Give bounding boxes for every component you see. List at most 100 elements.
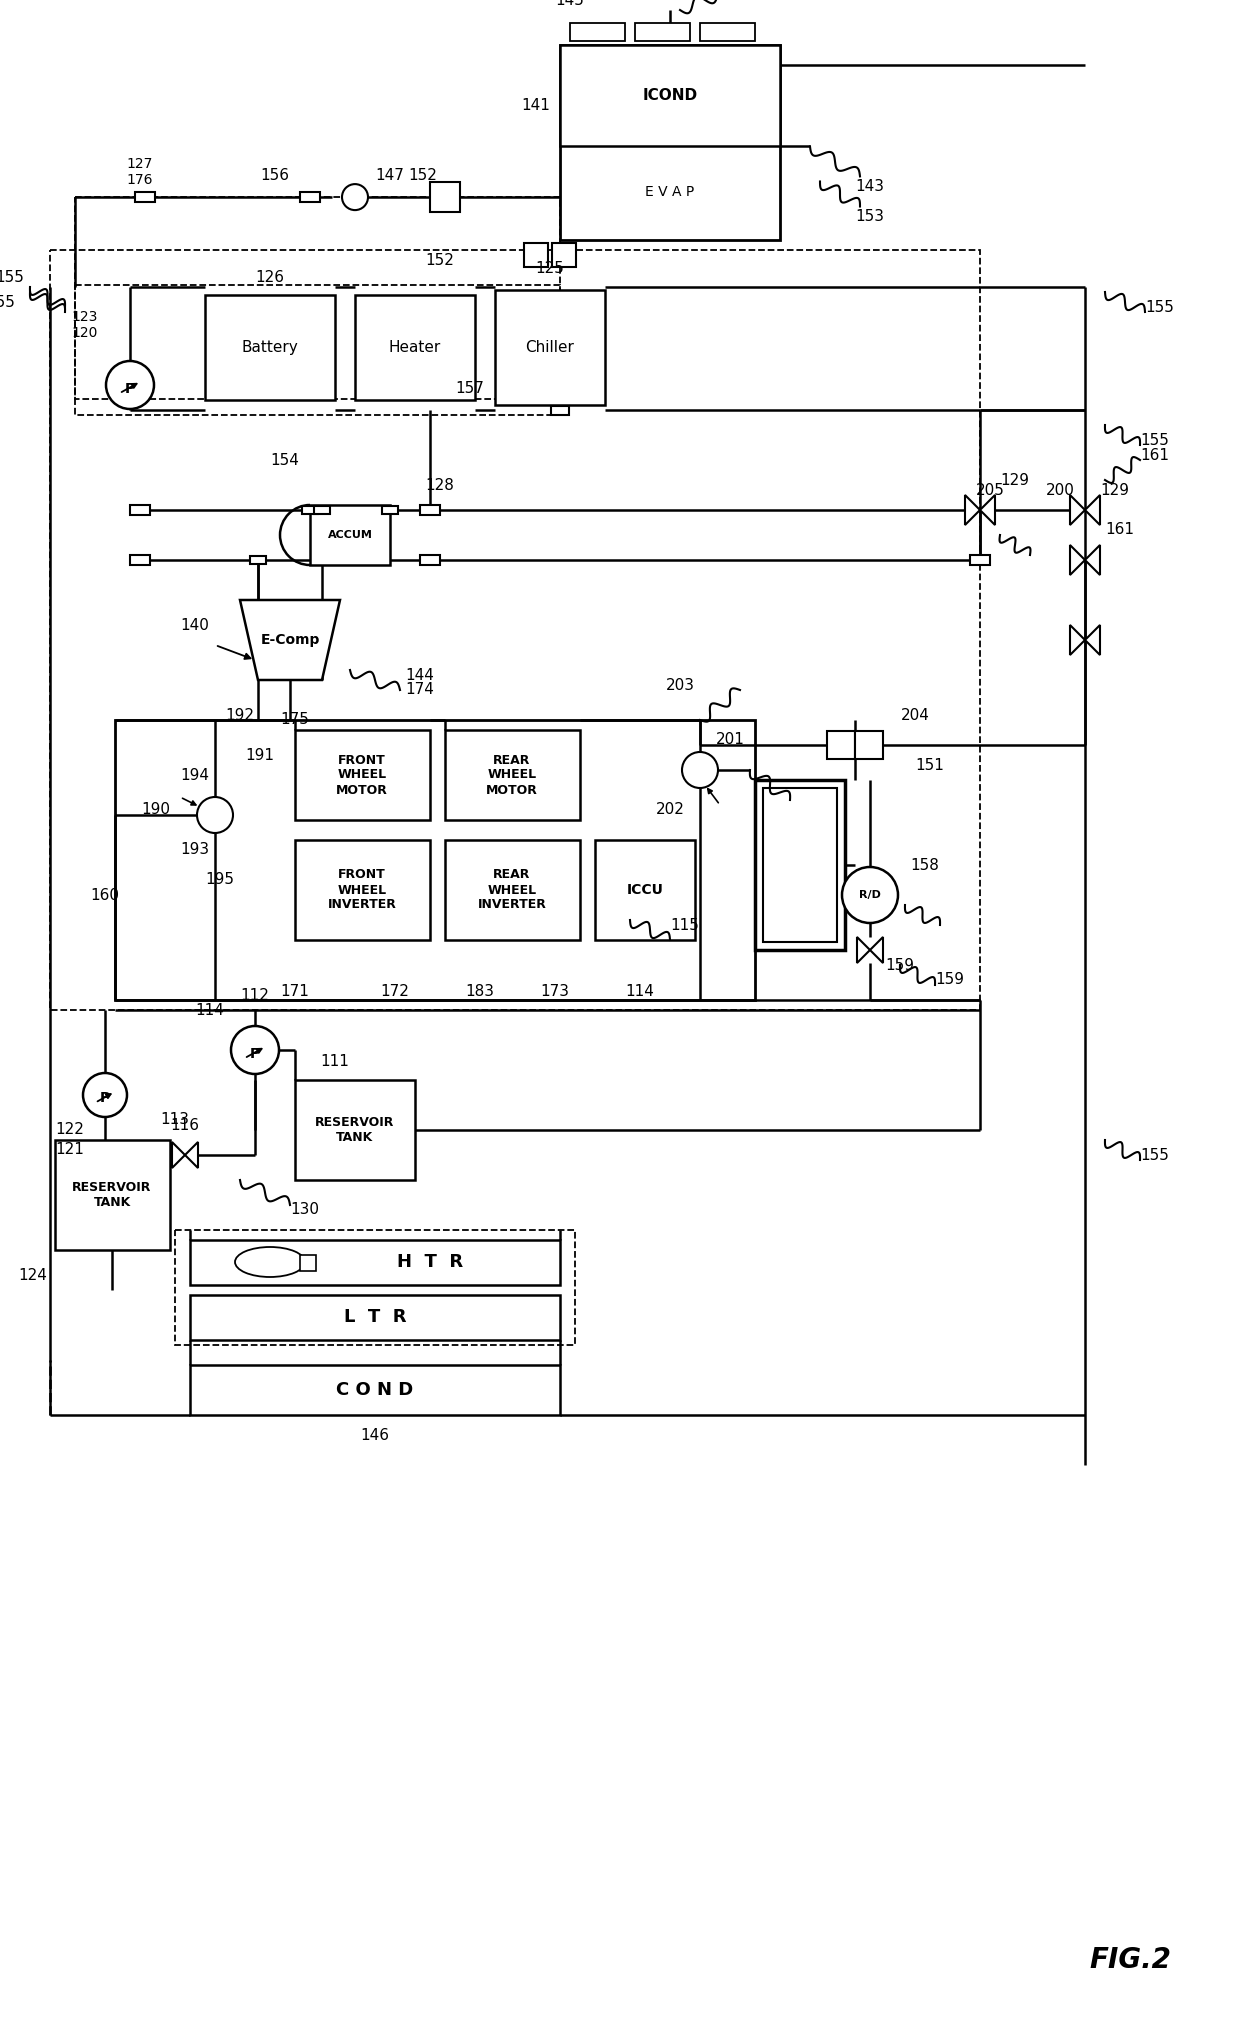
Text: E V A P: E V A P — [645, 185, 694, 199]
Text: 157: 157 — [455, 380, 485, 396]
Text: 123
120: 123 120 — [72, 311, 98, 341]
Circle shape — [342, 185, 368, 209]
Text: 203: 203 — [666, 678, 694, 692]
Text: 175: 175 — [280, 713, 310, 727]
Text: 122: 122 — [56, 1123, 84, 1137]
Bar — [303, 505, 317, 514]
Polygon shape — [1070, 625, 1085, 656]
Text: 145: 145 — [556, 0, 584, 8]
Text: 154: 154 — [270, 453, 299, 467]
Text: 195: 195 — [206, 873, 234, 887]
Text: 146: 146 — [361, 1427, 389, 1443]
Text: FRONT
WHEEL
MOTOR: FRONT WHEEL MOTOR — [336, 753, 388, 796]
Text: 147: 147 — [376, 168, 404, 183]
Bar — [115, 721, 755, 1001]
Text: 158: 158 — [910, 857, 940, 873]
Bar — [970, 554, 990, 564]
Text: 173: 173 — [541, 985, 569, 999]
Text: 113: 113 — [160, 1112, 190, 1127]
Text: P: P — [125, 382, 135, 396]
Text: 114: 114 — [196, 1003, 224, 1017]
Bar — [445, 840, 580, 940]
Text: E-Comp: E-Comp — [260, 633, 320, 648]
Bar — [430, 183, 460, 211]
Text: 200: 200 — [1045, 483, 1074, 497]
Text: Heater: Heater — [389, 339, 441, 355]
Bar — [295, 731, 430, 820]
Bar — [190, 1295, 560, 1340]
Text: 152: 152 — [425, 252, 454, 268]
Text: 111: 111 — [321, 1054, 350, 1070]
Bar — [827, 731, 856, 759]
Text: 160: 160 — [91, 887, 119, 903]
Polygon shape — [241, 601, 340, 680]
Text: 172: 172 — [381, 985, 409, 999]
Bar — [420, 505, 440, 516]
Text: 191: 191 — [246, 747, 274, 763]
Bar — [74, 284, 560, 414]
Text: RESERVOIR
TANK: RESERVOIR TANK — [72, 1181, 151, 1210]
Polygon shape — [1085, 495, 1100, 526]
Text: 159: 159 — [935, 972, 965, 987]
Text: RESERVOIR
TANK: RESERVOIR TANK — [315, 1116, 394, 1145]
Bar — [763, 788, 837, 942]
Bar — [300, 1255, 316, 1271]
Bar — [314, 505, 330, 514]
Bar — [560, 45, 780, 146]
Polygon shape — [870, 938, 883, 962]
Text: 161: 161 — [1106, 522, 1135, 538]
Polygon shape — [185, 1143, 198, 1167]
Bar — [701, 22, 755, 41]
Bar — [310, 505, 391, 564]
Circle shape — [105, 361, 154, 408]
Text: P: P — [250, 1047, 260, 1060]
Text: 155: 155 — [0, 294, 15, 309]
Text: 130: 130 — [290, 1202, 320, 1218]
Text: 183: 183 — [465, 985, 495, 999]
Text: ICCU: ICCU — [626, 883, 663, 897]
Text: 190: 190 — [141, 802, 170, 818]
Bar — [355, 294, 475, 400]
Bar — [560, 45, 780, 240]
Text: 204: 204 — [900, 708, 930, 723]
Bar — [382, 505, 398, 514]
Text: Battery: Battery — [242, 339, 299, 355]
Bar — [856, 731, 883, 759]
Ellipse shape — [236, 1246, 305, 1277]
Bar — [420, 554, 440, 564]
Text: ACCUM: ACCUM — [327, 530, 372, 540]
Bar — [135, 193, 155, 203]
Text: L  T  R: L T R — [343, 1307, 407, 1326]
Text: 192: 192 — [226, 708, 254, 723]
Text: 202: 202 — [656, 802, 684, 818]
Bar — [551, 406, 569, 414]
Circle shape — [231, 1025, 279, 1074]
Text: C O N D: C O N D — [336, 1380, 414, 1399]
Polygon shape — [857, 938, 870, 962]
Bar — [295, 1080, 415, 1179]
Text: 155: 155 — [1146, 300, 1174, 315]
Text: Chiller: Chiller — [526, 339, 574, 355]
Text: 153: 153 — [856, 209, 884, 223]
Text: 155: 155 — [1141, 1147, 1169, 1163]
Text: 121: 121 — [56, 1143, 84, 1157]
Text: 156: 156 — [260, 168, 289, 183]
Bar — [445, 731, 580, 820]
Text: 141: 141 — [521, 97, 551, 112]
Text: 128: 128 — [425, 477, 454, 493]
Text: 125: 125 — [536, 260, 564, 276]
Bar — [295, 840, 430, 940]
Text: 112: 112 — [241, 987, 269, 1003]
Circle shape — [83, 1074, 126, 1117]
Text: 115: 115 — [671, 918, 699, 932]
Text: 201: 201 — [715, 733, 744, 747]
Text: REAR
WHEEL
MOTOR: REAR WHEEL MOTOR — [486, 753, 538, 796]
Polygon shape — [965, 495, 980, 526]
Text: P: P — [100, 1092, 110, 1104]
Bar — [205, 294, 335, 400]
Text: H  T  R: H T R — [398, 1253, 464, 1271]
Text: 151: 151 — [915, 757, 945, 773]
Polygon shape — [1085, 625, 1100, 656]
Text: 114: 114 — [625, 985, 655, 999]
Text: ICOND: ICOND — [642, 87, 698, 102]
